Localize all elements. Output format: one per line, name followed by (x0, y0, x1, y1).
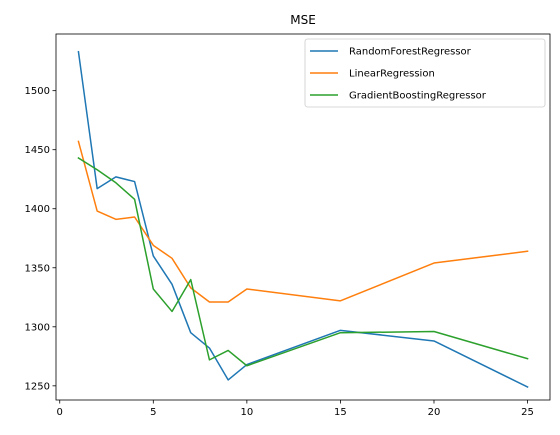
axes-layer: 0 5 10 15 20 25 1250 1300 1350 1400 1450 1500 (25, 33, 551, 418)
x-tick-label: 25 (521, 407, 534, 418)
plot-frame (55, 33, 551, 401)
legend-label: GradientBoostingRegressor (349, 91, 487, 102)
legend-label: RandomForestRegressor (349, 47, 472, 58)
y-tick-label: 1250 (25, 381, 50, 392)
legend-box (304, 38, 546, 108)
series-line-random-forest-regressor (77, 50, 529, 389)
chart-title: MSE (290, 13, 316, 27)
series-line-gradient-boosting-regressor (77, 156, 529, 367)
y-tick-label: 1450 (25, 145, 50, 156)
x-tick-label: 5 (150, 407, 156, 418)
y-tick-label: 1300 (25, 322, 50, 333)
x-tick-label: 10 (240, 407, 253, 418)
x-tick-label: 0 (57, 407, 63, 418)
x-tick-label: 15 (334, 407, 347, 418)
y-tick-label: 1350 (25, 263, 50, 274)
y-tick-label: 1500 (25, 86, 50, 97)
y-tick-label: 1400 (25, 204, 50, 215)
x-tick-label: 20 (428, 407, 441, 418)
legend: RandomForestRegressor LinearRegression Gra… (304, 38, 546, 108)
series-line-linear-regression (77, 140, 529, 303)
series-layer (77, 50, 529, 389)
legend-label: LinearRegression (349, 69, 435, 80)
